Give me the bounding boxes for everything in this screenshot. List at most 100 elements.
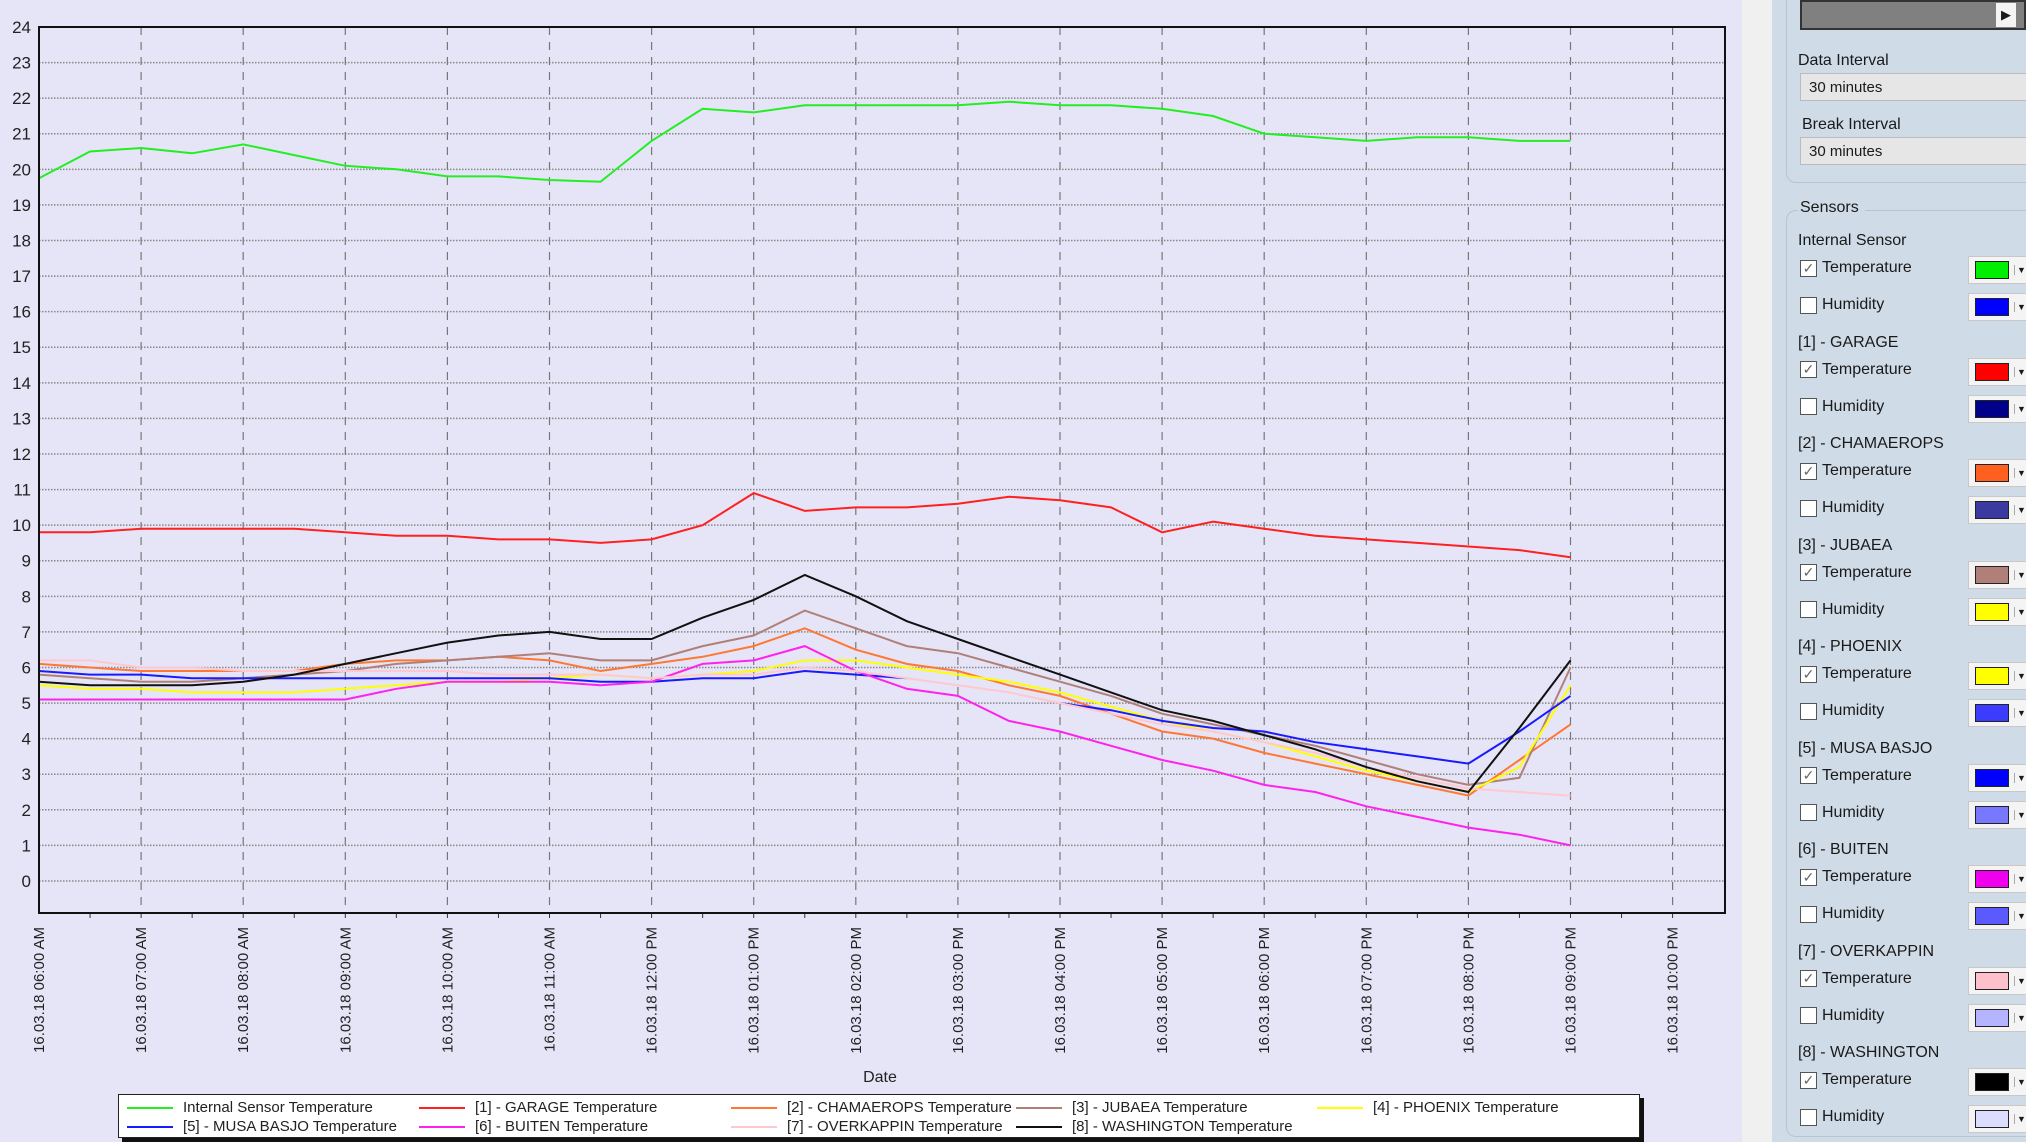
humidity-color-picker[interactable]: ▼ <box>1968 902 2026 930</box>
temperature-chart: 0123456789101112131415161718192021222324… <box>12 18 1726 1086</box>
humidity-toggle-4-phoenix[interactable]: Humidity <box>1800 702 1884 720</box>
checkbox-label: Humidity <box>1822 803 1885 821</box>
temperature-toggle-3-jubaea[interactable]: ✓ Temperature <box>1800 564 1912 582</box>
humidity-toggle-6-buiten[interactable]: Humidity <box>1800 905 1884 923</box>
series-segment <box>38 659 1572 794</box>
chevron-down-icon: ▼ <box>2014 809 2026 820</box>
sensor-group-title-5-musa-basjo: [5] - MUSA BASJO <box>1798 739 1933 757</box>
temperature-color-picker[interactable]: ▼ <box>1968 763 2026 792</box>
checkbox[interactable]: ✓ <box>1800 665 1817 683</box>
humidity-color-picker[interactable]: ▼ <box>1968 293 2026 321</box>
humidity-toggle-2-chamaerops[interactable]: Humidity <box>1800 499 1884 517</box>
x-tick-label: 16.03.18 11:00 AM <box>542 927 559 1052</box>
y-tick-label: 19 <box>12 196 31 215</box>
legend-item: [6] - BUITEN Temperature <box>419 1118 648 1135</box>
humidity-color-picker[interactable]: ▼ <box>1968 394 2026 423</box>
series-segment <box>38 573 1572 794</box>
checkbox-label: Temperature <box>1822 1071 1912 1088</box>
temperature-toggle-internal-sensor[interactable]: ✓ Temperature <box>1800 259 1912 277</box>
checkbox[interactable]: ✓ <box>1800 259 1817 277</box>
checkbox[interactable] <box>1800 905 1817 923</box>
checkbox-label: Humidity <box>1822 600 1885 618</box>
color-swatch <box>1975 704 2009 722</box>
checkbox[interactable]: ✓ <box>1800 970 1817 987</box>
series-segment <box>39 491 1571 559</box>
y-tick-label: 2 <box>22 801 31 820</box>
data-interval-select[interactable]: 30 minutes <box>1800 73 2026 101</box>
color-swatch <box>1975 464 2009 482</box>
legend-swatch <box>127 1106 173 1109</box>
temperature-toggle-8-washington[interactable]: ✓ Temperature <box>1800 1071 1912 1089</box>
checkbox[interactable] <box>1800 398 1817 415</box>
temperature-color-picker[interactable]: ▼ <box>1968 357 2026 386</box>
checkbox-label: Temperature <box>1822 766 1912 784</box>
y-tick-label: 5 <box>22 694 31 713</box>
humidity-toggle-1-garage[interactable]: Humidity <box>1800 398 1884 416</box>
humidity-toggle-7-overkappin[interactable]: Humidity <box>1800 1007 1884 1025</box>
chevron-down-icon: ▼ <box>2014 874 2026 884</box>
x-tick-label: 16.03.18 07:00 PM <box>1358 927 1375 1054</box>
series-line <box>38 645 1571 847</box>
color-swatch <box>1975 602 2009 621</box>
checkbox[interactable] <box>1800 499 1817 517</box>
checkbox[interactable]: ✓ <box>1800 767 1817 784</box>
chevron-down-icon: ▼ <box>2014 403 2026 414</box>
humidity-color-picker[interactable]: ▼ <box>1968 1003 2026 1032</box>
y-tick-label: 16 <box>12 303 31 322</box>
checkbox[interactable] <box>1800 1108 1817 1126</box>
humidity-color-picker[interactable]: ▼ <box>1968 1105 2026 1133</box>
sensor-group-title-3-jubaea: [3] - JUBAEA <box>1798 536 1893 554</box>
checkbox[interactable] <box>1800 601 1817 618</box>
temperature-color-picker[interactable]: ▼ <box>1968 1068 2026 1096</box>
checkbox[interactable] <box>1800 702 1817 720</box>
temperature-toggle-6-buiten[interactable]: ✓ Temperature <box>1800 868 1912 886</box>
y-tick-label: 3 <box>22 765 31 784</box>
checkbox-label: Temperature <box>1822 360 1912 378</box>
legend-item: [5] - MUSA BASJO Temperature <box>127 1118 397 1135</box>
temperature-color-picker[interactable]: ▼ <box>1968 256 2026 284</box>
scroll-right-arrow-icon[interactable]: ▶ <box>1996 3 2016 27</box>
temperature-color-picker[interactable]: ▼ <box>1968 560 2026 589</box>
checkbox[interactable]: ✓ <box>1800 868 1817 886</box>
y-tick-label: 18 <box>12 231 31 250</box>
checkbox-label: Humidity <box>1822 905 1885 922</box>
plot-frame <box>38 26 1726 914</box>
temperature-toggle-5-musa-basjo[interactable]: ✓ Temperature <box>1800 767 1912 785</box>
temperature-toggle-7-overkappin[interactable]: ✓ Temperature <box>1800 970 1912 988</box>
checkbox[interactable] <box>1800 804 1817 821</box>
humidity-color-picker[interactable]: ▼ <box>1968 597 2026 626</box>
color-swatch <box>1975 870 2009 888</box>
checkbox[interactable]: ✓ <box>1800 564 1817 581</box>
checkbox[interactable] <box>1800 296 1817 314</box>
checkbox[interactable]: ✓ <box>1800 462 1817 480</box>
humidity-toggle-5-musa-basjo[interactable]: Humidity <box>1800 804 1884 822</box>
humidity-toggle-internal-sensor[interactable]: Humidity <box>1800 296 1884 314</box>
temperature-color-picker[interactable]: ▼ <box>1968 865 2026 893</box>
color-swatch <box>1975 805 2009 824</box>
temperature-toggle-2-chamaerops[interactable]: ✓ Temperature <box>1800 462 1912 480</box>
color-swatch <box>1975 768 2009 787</box>
checkbox[interactable]: ✓ <box>1800 1071 1817 1089</box>
temperature-color-picker[interactable]: ▼ <box>1968 966 2026 995</box>
humidity-color-picker[interactable]: ▼ <box>1968 699 2026 727</box>
x-axis-ticks: 16.03.18 06:00 AM 16.03.18 07:00 AM 16.03.… <box>31 913 1682 1054</box>
temperature-color-picker[interactable]: ▼ <box>1968 662 2026 690</box>
plot-area <box>39 27 1725 913</box>
temperature-color-picker[interactable]: ▼ <box>1968 459 2026 487</box>
temperature-toggle-1-garage[interactable]: ✓ Temperature <box>1800 361 1912 379</box>
humidity-toggle-8-washington[interactable]: Humidity <box>1800 1108 1884 1126</box>
horizontal-scrollbar[interactable]: ▶ <box>1800 0 2026 30</box>
temperature-toggle-4-phoenix[interactable]: ✓ Temperature <box>1800 665 1912 683</box>
checkbox[interactable]: ✓ <box>1800 361 1817 378</box>
splitter[interactable] <box>1742 0 1772 1142</box>
y-tick-label: 13 <box>12 409 31 428</box>
break-interval-select[interactable]: 30 minutes <box>1800 137 2026 165</box>
checkbox[interactable] <box>1800 1007 1817 1024</box>
legend-swatch <box>731 1125 777 1128</box>
y-tick-label: 12 <box>12 445 31 464</box>
sensor-group-title-2-chamaerops: [2] - CHAMAEROPS <box>1798 435 1944 452</box>
humidity-color-picker[interactable]: ▼ <box>1968 800 2026 829</box>
humidity-toggle-3-jubaea[interactable]: Humidity <box>1800 601 1884 619</box>
x-tick-label: 16.03.18 12:00 PM <box>644 927 661 1054</box>
humidity-color-picker[interactable]: ▼ <box>1968 496 2026 524</box>
